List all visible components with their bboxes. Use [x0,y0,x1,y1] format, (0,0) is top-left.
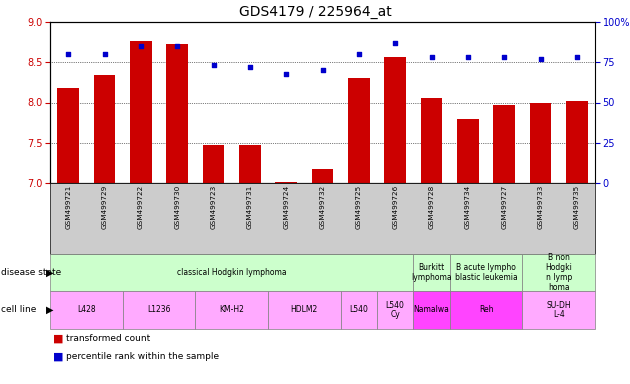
Text: GSM499725: GSM499725 [356,185,362,229]
Bar [130,41,152,183]
Point [209,62,219,68]
Bar [275,182,297,183]
Text: transformed count: transformed count [66,334,150,343]
Bar [457,119,479,183]
Text: Burkitt
lymphoma: Burkitt lymphoma [411,263,452,282]
Point [536,56,546,62]
Text: GSM499726: GSM499726 [392,185,398,229]
Bar [421,98,442,183]
Bar [312,169,333,183]
Point [427,55,437,61]
Text: GDS4179 / 225964_at: GDS4179 / 225964_at [239,5,391,19]
Point [136,43,146,49]
Bar [493,105,515,183]
Text: L1236: L1236 [147,306,171,314]
Text: ▶: ▶ [46,305,54,315]
Text: GSM499731: GSM499731 [247,185,253,229]
Point [281,70,291,76]
Text: KM-H2: KM-H2 [219,306,244,314]
Text: GSM499728: GSM499728 [428,185,435,229]
Bar [348,78,370,183]
Text: classical Hodgkin lymphoma: classical Hodgkin lymphoma [177,268,287,277]
Point [318,67,328,73]
Point [172,43,182,49]
Text: GSM499735: GSM499735 [574,185,580,229]
Bar [530,103,551,183]
Text: GSM499729: GSM499729 [101,185,108,229]
Bar [203,145,224,183]
Text: GSM499732: GSM499732 [319,185,326,229]
Text: GSM499727: GSM499727 [501,185,507,229]
Text: SU-DH
L-4: SU-DH L-4 [546,301,571,319]
Point [100,51,110,57]
Text: GSM499721: GSM499721 [65,185,71,229]
Point [354,51,364,57]
Point [572,55,582,61]
Bar [94,75,115,183]
Text: GSM499724: GSM499724 [283,185,289,229]
Text: GSM499723: GSM499723 [210,185,217,229]
Text: GSM499730: GSM499730 [174,185,180,229]
Bar [166,44,188,183]
Text: ▶: ▶ [46,268,54,278]
Text: ■: ■ [53,351,64,361]
Text: L428: L428 [77,306,96,314]
Text: L540: L540 [350,306,369,314]
Text: GSM499722: GSM499722 [138,185,144,229]
Text: HDLM2: HDLM2 [290,306,318,314]
Bar [239,145,261,183]
Text: L540
Cy: L540 Cy [386,301,404,319]
Bar [57,88,79,183]
Bar [566,101,588,183]
Text: cell line: cell line [1,306,36,314]
Point [390,40,400,46]
Text: disease state: disease state [1,268,61,277]
Bar [384,56,406,183]
Text: Namalwa: Namalwa [413,306,449,314]
Text: GSM499733: GSM499733 [537,185,544,229]
Point [463,55,473,61]
Text: GSM499734: GSM499734 [465,185,471,229]
Text: percentile rank within the sample: percentile rank within the sample [66,352,219,361]
Text: B non
Hodgki
n lymp
homa: B non Hodgki n lymp homa [545,253,572,291]
Text: B acute lympho
blastic leukemia: B acute lympho blastic leukemia [455,263,517,282]
Text: Reh: Reh [479,306,493,314]
Point [499,55,509,61]
Point [245,64,255,70]
Text: ■: ■ [53,333,64,343]
Point [63,51,73,57]
